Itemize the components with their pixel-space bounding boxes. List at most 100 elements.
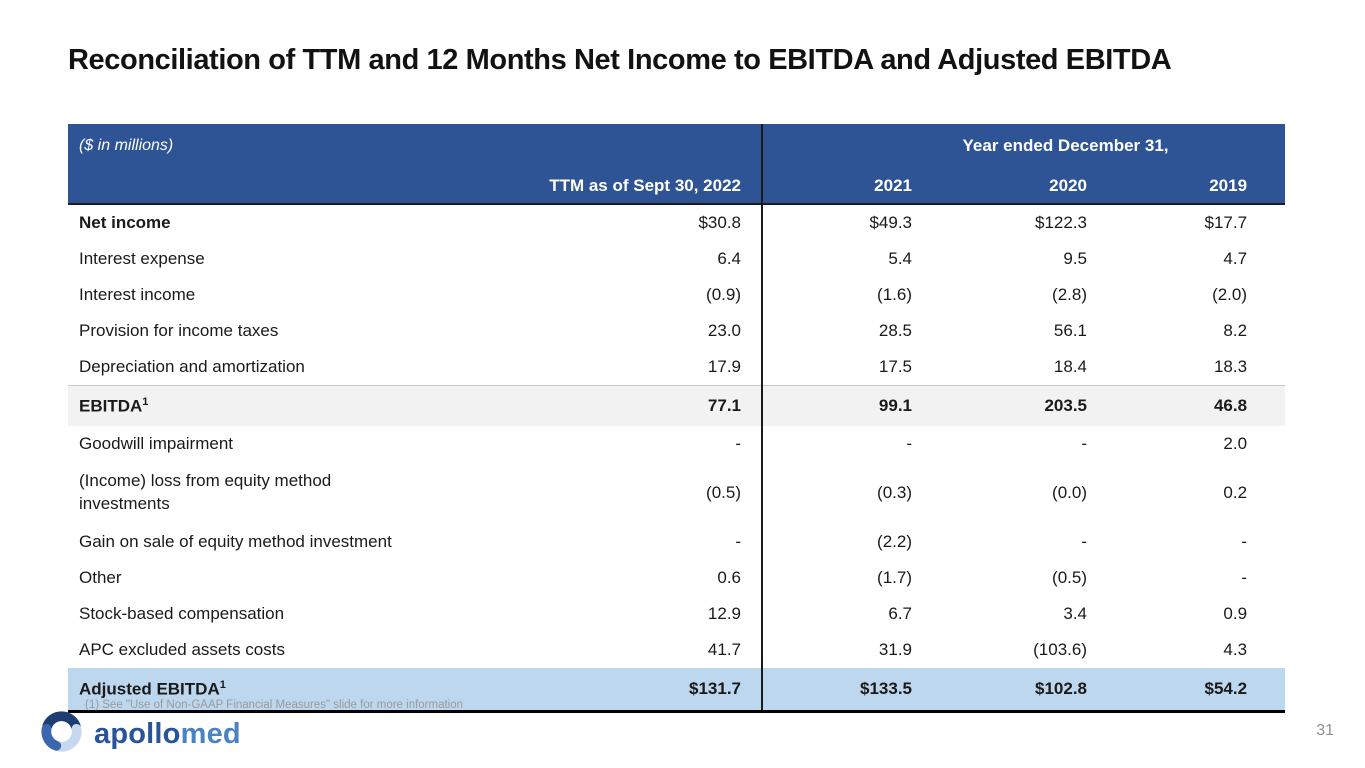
row-label: EBITDA1 <box>68 385 468 426</box>
row-label-text: (Income) loss from equity method investm… <box>79 471 332 513</box>
cell-value: $17.7 <box>1105 204 1286 241</box>
cell-value: $122.3 <box>930 204 1105 241</box>
logo-wordmark: apollomed <box>94 718 241 751</box>
cell-value: (2.8) <box>930 277 1105 313</box>
row-label: Net income <box>68 204 468 241</box>
col-header-ttm: TTM as of Sept 30, 2022 <box>468 168 762 205</box>
cell-value: $102.8 <box>930 668 1105 713</box>
row-label-text: Other <box>79 568 122 587</box>
units-label: ($ in millions) <box>68 124 762 168</box>
header-row-group: ($ in millions) Year ended December 31, <box>68 124 1286 168</box>
row-label: Depreciation and amortization <box>68 349 468 386</box>
cell-value: 18.4 <box>930 349 1105 386</box>
cell-value: 28.5 <box>761 313 930 349</box>
cell-value: (0.9) <box>468 277 762 313</box>
footnote-marker: 1 <box>219 678 226 691</box>
cell-value: 6.4 <box>468 241 762 277</box>
cell-value: $133.5 <box>761 668 930 713</box>
cell-value: 17.9 <box>468 349 762 386</box>
cell-value: 31.9 <box>761 632 930 668</box>
table-row-interest-income: Interest income (0.9) (1.6) (2.8) (2.0) <box>68 277 1286 313</box>
row-label-text: APC excluded assets costs <box>79 640 285 659</box>
cell-value: (0.0) <box>930 462 1105 524</box>
table-row-provision-income-taxes: Provision for income taxes 23.0 28.5 56.… <box>68 313 1286 349</box>
label-column-header <box>68 168 468 205</box>
page-number: 31 <box>1316 722 1334 739</box>
cell-value: $49.3 <box>761 204 930 241</box>
row-label-text: EBITDA <box>79 396 143 416</box>
row-label: Interest income <box>68 277 468 313</box>
row-label: Gain on sale of equity method investment <box>68 524 468 560</box>
row-label: Other <box>68 560 468 596</box>
cell-value: 99.1 <box>761 385 930 426</box>
table-row-other: Other 0.6 (1.7) (0.5) - <box>68 560 1286 596</box>
row-label: (Income) loss from equity method investm… <box>68 462 468 524</box>
table-row-net-income: Net income $30.8 $49.3 $122.3 $17.7 <box>68 204 1286 241</box>
col-header-2019: 2019 <box>1105 168 1286 205</box>
cell-value: (0.5) <box>468 462 762 524</box>
table-row-interest-expense: Interest expense 6.4 5.4 9.5 4.7 <box>68 241 1286 277</box>
cell-value: (2.2) <box>761 524 930 560</box>
cell-value: 203.5 <box>930 385 1105 426</box>
cell-value: - <box>468 524 762 560</box>
row-label: Stock-based compensation <box>68 596 468 632</box>
footnote: (1) See "Use of Non-GAAP Financial Measu… <box>85 699 464 711</box>
row-label-text: Adjusted EBITDA <box>79 679 220 699</box>
cell-value: 0.9 <box>1105 596 1286 632</box>
row-label: Interest expense <box>68 241 468 277</box>
cell-value: 23.0 <box>468 313 762 349</box>
cell-value: (1.7) <box>761 560 930 596</box>
row-label: APC excluded assets costs <box>68 632 468 668</box>
col-header-2020: 2020 <box>930 168 1105 205</box>
table-header: ($ in millions) Year ended December 31, … <box>68 124 1286 205</box>
cell-value: (1.6) <box>761 277 930 313</box>
cell-value: - <box>1105 524 1286 560</box>
cell-value: 4.7 <box>1105 241 1286 277</box>
cell-value: $131.7 <box>468 668 762 713</box>
table-row-gain-sale-equity-method: Gain on sale of equity method investment… <box>68 524 1286 560</box>
table-row-apc-excluded-assets-costs: APC excluded assets costs 41.7 31.9 (103… <box>68 632 1286 668</box>
cell-value: 6.7 <box>761 596 930 632</box>
row-label-text: Interest income <box>79 285 196 304</box>
footnote-marker: 1 <box>142 395 149 408</box>
row-label-text: Depreciation and amortization <box>79 357 305 376</box>
row-label-text: Provision for income taxes <box>79 321 279 340</box>
cell-value: 2.0 <box>1105 426 1286 462</box>
table-row-ebitda: EBITDA1 77.1 99.1 203.5 46.8 <box>68 385 1286 426</box>
row-label: Provision for income taxes <box>68 313 468 349</box>
logo-text-med: med <box>180 717 241 750</box>
cell-value: (2.0) <box>1105 277 1286 313</box>
cell-value: 0.2 <box>1105 462 1286 524</box>
cell-value: (0.5) <box>930 560 1105 596</box>
cell-value: $30.8 <box>468 204 762 241</box>
row-label-text: Net income <box>79 213 171 232</box>
cell-value: - <box>1105 560 1286 596</box>
logo-text-apollo: apollo <box>94 717 181 750</box>
row-label: Adjusted EBITDA1 <box>68 668 468 713</box>
cell-value: 41.7 <box>468 632 762 668</box>
row-label-text: Interest expense <box>79 249 205 268</box>
slide-title: Reconciliation of TTM and 12 Months Net … <box>68 44 1172 76</box>
cell-value: 18.3 <box>1105 349 1286 386</box>
reconciliation-table: ($ in millions) Year ended December 31, … <box>68 124 1286 713</box>
cell-value: 17.5 <box>761 349 930 386</box>
cell-value: 46.8 <box>1105 385 1286 426</box>
cell-value: (103.6) <box>930 632 1105 668</box>
cell-value: - <box>930 524 1105 560</box>
cell-value: 0.6 <box>468 560 762 596</box>
row-label-text: Stock-based compensation <box>79 604 285 623</box>
cell-value: 5.4 <box>761 241 930 277</box>
row-label-text: Goodwill impairment <box>79 434 233 453</box>
cell-value: $54.2 <box>1105 668 1286 713</box>
cell-value: 9.5 <box>930 241 1105 277</box>
cell-value: 8.2 <box>1105 313 1286 349</box>
row-label: Goodwill impairment <box>68 426 468 462</box>
header-row-columns: TTM as of Sept 30, 2022 2021 2020 2019 <box>68 168 1286 205</box>
table-row-adjusted-ebitda: Adjusted EBITDA1 $131.7 $133.5 $102.8 $5… <box>68 668 1286 713</box>
cell-value: 3.4 <box>930 596 1105 632</box>
year-group-header: Year ended December 31, <box>760 124 1286 168</box>
table-row-depreciation-amortization: Depreciation and amortization 17.9 17.5 … <box>68 349 1286 386</box>
table-row-stock-based-compensation: Stock-based compensation 12.9 6.7 3.4 0.… <box>68 596 1286 632</box>
table-row-goodwill-impairment: Goodwill impairment - - - 2.0 <box>68 426 1286 462</box>
